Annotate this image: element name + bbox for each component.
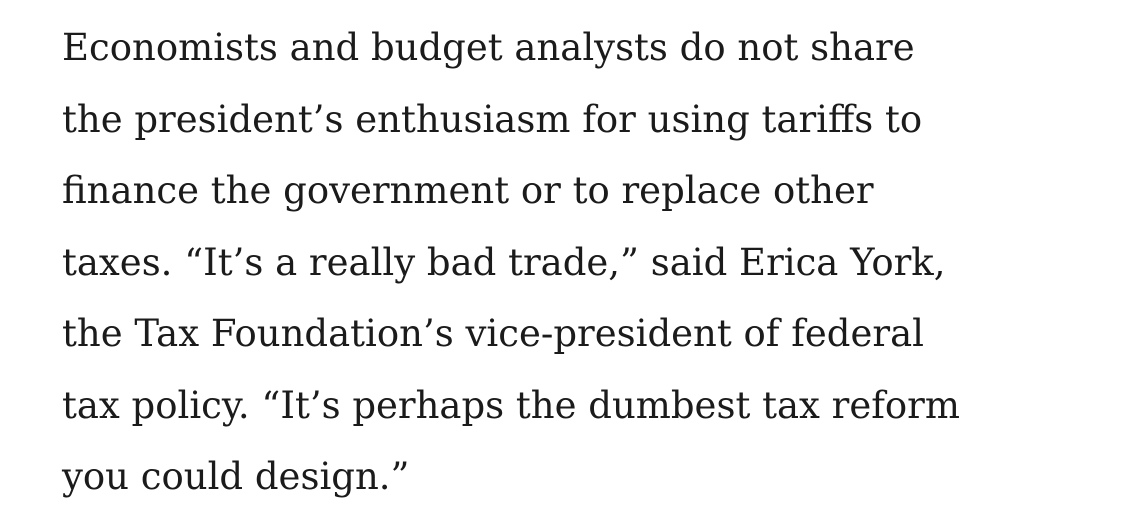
text-line: tax policy. “It’s perhaps the dumbest ta…: [62, 383, 960, 427]
text-line: Economists and budget analysts do not sh…: [62, 26, 915, 69]
text-line: the president’s enthusiasm for using tar…: [62, 97, 923, 141]
text-line: taxes. “It’s a really bad trade,” said E…: [62, 240, 946, 284]
text-line: finance the government or to replace oth…: [62, 169, 874, 212]
text-line: the Tax Foundation’s vice-president of f…: [62, 312, 924, 355]
article-paragraph: Economists and budget analysts do not sh…: [62, 12, 1112, 513]
text-line: you could design.”: [62, 455, 410, 498]
